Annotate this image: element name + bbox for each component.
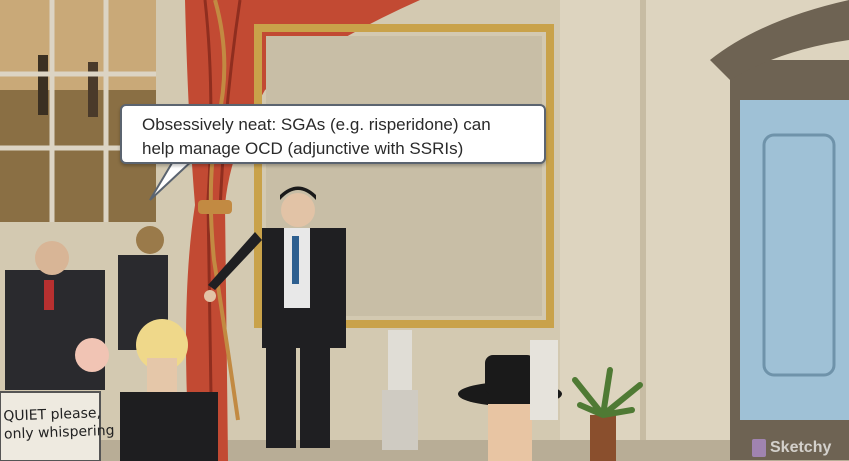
sign-line-2: only whispering [3,422,115,443]
blue-cabinet [710,0,849,460]
quiet-sign: QUIET please, only whispering [0,396,115,461]
presenter [204,186,346,448]
plant [572,367,643,461]
caption-bubble: Obsessively neat: SGAs (e.g. risperidone… [120,104,546,164]
statue [382,330,418,450]
caption-line-2: help manage OCD (adjunctive with SSRIs) [142,139,464,158]
brand-logo: Sketchy [752,438,831,458]
blonde-woman [120,319,218,461]
sign-board [0,391,101,461]
caption-line-1: Obsessively neat: SGAs (e.g. risperidone… [142,115,491,134]
brand-mark-icon [752,439,766,457]
brand-name: Sketchy [770,439,832,456]
waiter [5,241,109,390]
vase [530,340,558,420]
